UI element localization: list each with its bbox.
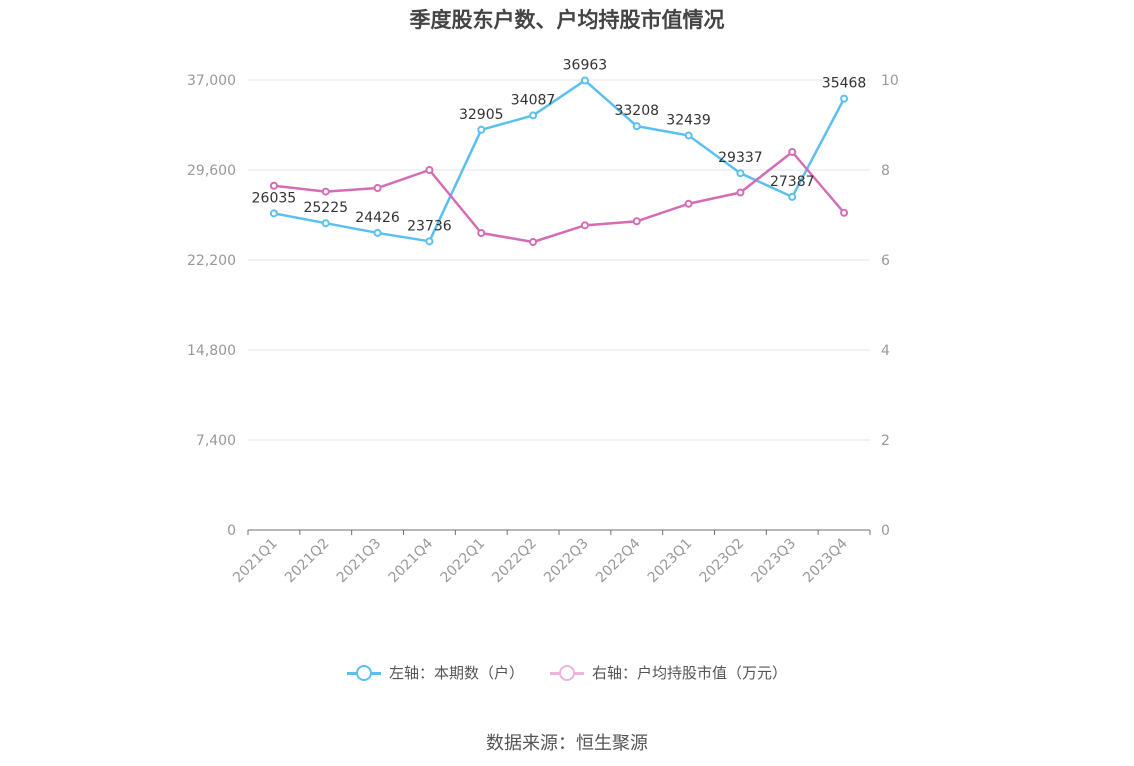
legend-label-holders: 左轴：本期数（户） [388, 664, 524, 682]
series-point-1 [477, 229, 486, 237]
right-axis-tick-label: 2 [881, 433, 890, 449]
chart-title: 季度股东户数、户均持股市值情况 [409, 8, 725, 32]
series-point-1 [269, 181, 278, 190]
data-label: 27387 [770, 174, 815, 190]
series-point-0 [373, 228, 382, 237]
right-axis-tick-label: 8 [881, 163, 890, 179]
series-point-0 [269, 209, 278, 218]
series-point-1 [684, 199, 693, 208]
data-label: 25225 [303, 200, 348, 216]
data-label: 29337 [718, 150, 763, 166]
x-axis-tick-label: 2023Q1 [645, 536, 696, 587]
series-line-0 [273, 79, 846, 243]
series-lines [269, 76, 849, 246]
x-axis-tick-label: 2022Q4 [593, 535, 644, 586]
series-point-1 [788, 148, 797, 156]
legend: 左轴：本期数（户） 右轴：户均持股市值（万元） [0, 662, 1134, 683]
data-label: 24426 [355, 210, 400, 226]
series-point-1 [736, 188, 745, 197]
left-axis-tick-label: 7,400 [196, 433, 236, 449]
x-axis-tick-label: 2021Q4 [386, 535, 437, 586]
x-axis-tick-label: 2022Q1 [437, 536, 488, 587]
data-label: 34087 [511, 92, 556, 108]
left-axis-tick-label: 0 [227, 523, 236, 539]
series-point-0 [788, 192, 797, 201]
series-point-0 [425, 237, 434, 246]
data-label: 23736 [407, 218, 452, 234]
axes [247, 529, 871, 535]
right-axis-tick-label: 10 [881, 73, 899, 89]
data-label: 32439 [666, 112, 711, 128]
series-point-0 [529, 111, 538, 120]
x-axis-tick-label: 2023Q2 [697, 536, 748, 587]
left-axis-tick-label: 22,200 [187, 253, 236, 269]
legend-label-avg-value: 右轴：户均持股市值（万元） [592, 664, 788, 682]
series-point-0 [321, 219, 330, 228]
labels: 0 7,400 14,800 22,200 29,600 37,000 0 2 4 6 8 10 202… [187, 57, 899, 586]
series-point-1 [529, 238, 538, 246]
right-axis-tick-label: 6 [881, 253, 890, 269]
x-axis-tick-label: 2022Q2 [489, 536, 540, 587]
series-point-0 [684, 131, 693, 140]
legend-swatch-holders [346, 664, 381, 681]
data-source: 数据来源：恒生聚源 [486, 733, 648, 754]
right-axis-tick-label: 4 [881, 343, 890, 359]
series-point-1 [373, 184, 382, 192]
series-point-1 [321, 187, 330, 196]
series-point-1 [632, 217, 641, 226]
data-label: 26035 [252, 190, 297, 206]
x-axis-tick-label: 2022Q3 [541, 536, 592, 587]
x-axis-tick-label: 2021Q3 [334, 536, 385, 587]
right-axis-tick-label: 0 [881, 523, 890, 539]
data-label: 35468 [822, 76, 867, 92]
x-axis-tick-label: 2023Q4 [800, 535, 851, 586]
series-point-1 [580, 221, 589, 230]
series-point-1 [840, 208, 849, 217]
grid-lines [248, 79, 870, 441]
series-line-1 [273, 150, 846, 244]
x-axis-tick-label: 2021Q1 [230, 536, 281, 587]
data-label: 33208 [614, 103, 659, 119]
legend-item-holders[interactable]: 左轴：本期数（户） [346, 662, 524, 683]
series-point-0 [840, 94, 849, 103]
series-point-1 [425, 166, 434, 174]
legend-swatch-avg-value [550, 664, 584, 681]
series-point-0 [580, 76, 589, 85]
series-point-0 [477, 125, 486, 134]
left-axis-tick-label: 29,600 [187, 163, 236, 179]
data-label: 36963 [563, 57, 608, 73]
series-point-0 [736, 169, 745, 178]
left-axis-tick-label: 14,800 [187, 343, 236, 359]
x-axis-tick-label: 2023Q3 [748, 536, 799, 587]
x-axis-tick-label: 2021Q2 [282, 536, 333, 587]
data-label: 32905 [459, 107, 504, 123]
series-point-0 [632, 122, 641, 131]
left-axis-tick-label: 37,000 [187, 73, 236, 89]
legend-item-avg-value[interactable]: 右轴：户均持股市值（万元） [550, 662, 787, 683]
